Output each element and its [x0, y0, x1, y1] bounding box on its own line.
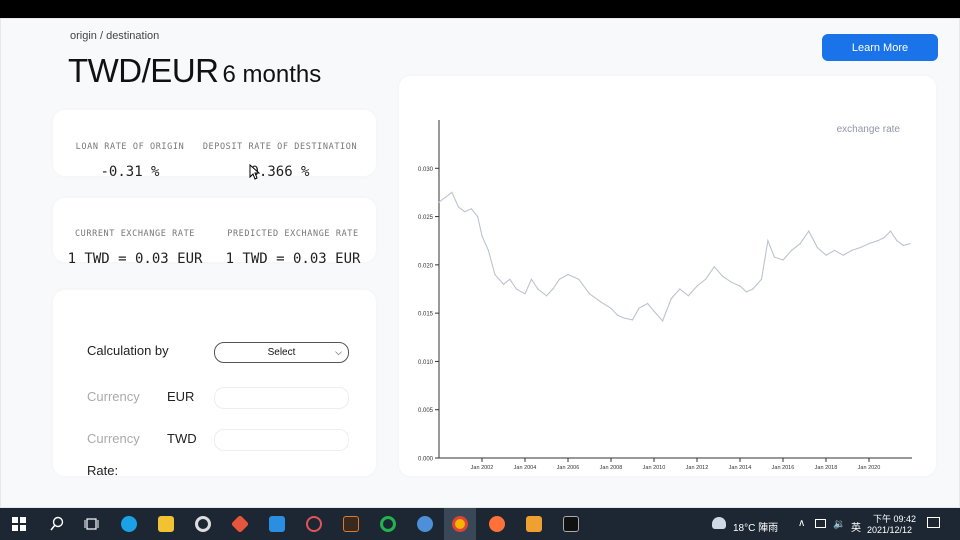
terminal-icon[interactable] [563, 516, 579, 532]
deposit-rate-stat: DEPOSIT RATE OF DESTINATION 0.366 % [196, 142, 364, 180]
currency-label-2: Currency [87, 431, 140, 446]
edge-browser-icon[interactable] [121, 516, 137, 532]
file-explorer-icon[interactable] [158, 516, 174, 532]
sublime-text-icon[interactable] [526, 516, 542, 532]
volume-icon[interactable]: 🔉 [833, 519, 846, 530]
vscode-icon[interactable] [269, 516, 285, 532]
rate-label: Rate: [87, 463, 119, 478]
settings-gear-icon[interactable] [195, 516, 211, 532]
notifications-icon[interactable] [927, 517, 940, 528]
predicted-exchange-stat: PREDICTED EXCHANGE RATE 1 TWD = 0.03 EUR [218, 229, 368, 267]
predicted-exchange-value: 1 TWD = 0.03 EUR [225, 251, 361, 267]
predicted-exchange-label: PREDICTED EXCHANGE RATE [227, 229, 359, 239]
learn-more-button[interactable]: Learn More [822, 34, 938, 61]
windows-start-icon[interactable] [12, 517, 26, 531]
chrome-icon[interactable] [452, 516, 468, 532]
clock-time[interactable]: 下午 09:42 [873, 514, 917, 524]
mouse-cursor-icon [249, 164, 261, 180]
eur-amount-input[interactable] [214, 387, 349, 409]
currency-pair: TWD/EUR [68, 52, 219, 89]
exchange-rates-card [53, 198, 376, 262]
interest-rates-card [53, 110, 376, 176]
loan-rate-value: -0.31 % [100, 164, 160, 180]
network-icon[interactable] [815, 519, 826, 528]
chart-card [399, 76, 936, 476]
breadcrumb: origin / destination [70, 30, 160, 42]
git-client-icon[interactable] [230, 514, 250, 534]
weather-text[interactable]: 18°C 陣雨 [733, 523, 779, 534]
ime-language-indicator[interactable]: 英 [851, 523, 861, 534]
calculation-by-label: Calculation by [87, 343, 169, 358]
taskbar: 18°C 陣雨 ∧ 🔉 英 下午 09:42 2021/12/12 [0, 508, 960, 540]
current-exchange-label: CURRENT EXCHANGE RATE [74, 229, 196, 239]
period-label: 6 months [222, 61, 322, 88]
twd-amount-input[interactable] [214, 429, 349, 451]
deposit-rate-value: 0.366 % [250, 164, 310, 180]
search-icon[interactable] [50, 516, 65, 531]
archive-app-icon[interactable] [343, 516, 359, 532]
currency-code-twd: TWD [167, 431, 197, 446]
currency-label-1: Currency [87, 389, 140, 404]
page-title: TWD/EUR 6 months [68, 52, 321, 90]
loan-rate-stat: LOAN RATE OF ORIGIN -0.31 % [70, 142, 190, 180]
clock-date[interactable]: 2021/12/12 [867, 525, 913, 535]
calculation-select-value: Select [267, 347, 296, 358]
weather-cloud-icon[interactable] [712, 517, 726, 529]
current-exchange-stat: CURRENT EXCHANGE RATE 1 TWD = 0.03 EUR [62, 229, 208, 267]
deposit-rate-label: DEPOSIT RATE OF DESTINATION [202, 142, 358, 152]
current-exchange-value: 1 TWD = 0.03 EUR [67, 251, 203, 267]
loan-rate-label: LOAN RATE OF ORIGIN [75, 142, 185, 152]
currency-code-eur: EUR [167, 389, 195, 404]
green-ring-app-icon[interactable] [380, 516, 396, 532]
firefox-icon[interactable] [489, 516, 505, 532]
top-black-bar [0, 0, 960, 18]
network-app-icon[interactable] [306, 516, 322, 532]
chevron-up-icon[interactable]: ∧ [798, 518, 806, 529]
chevron-down-icon: ⌵ [335, 347, 342, 357]
calculation-select[interactable]: Select ⌵ [214, 342, 349, 363]
python-icon[interactable] [417, 516, 433, 532]
task-view-icon[interactable] [84, 517, 99, 531]
